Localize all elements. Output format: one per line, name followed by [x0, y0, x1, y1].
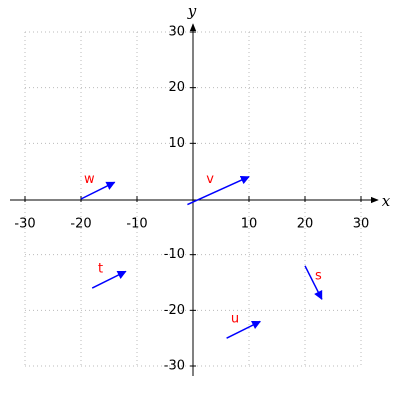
- vector-label: u: [231, 311, 239, 326]
- x-tick-label: -30: [14, 217, 35, 232]
- vector-label: w: [84, 172, 95, 187]
- vector: [304, 265, 323, 301]
- x-tick-label: -10: [126, 217, 147, 232]
- y-tick-label: 10: [168, 136, 185, 151]
- y-axis-label: y: [187, 2, 197, 20]
- vector: [91, 270, 127, 289]
- vector: [80, 181, 116, 200]
- y-tick-label: 30: [168, 25, 185, 40]
- vector: [187, 175, 250, 206]
- vector-label: v: [206, 172, 214, 187]
- x-tick-label: -20: [70, 217, 91, 232]
- x-axis-label: x: [382, 192, 391, 210]
- vector-label: t: [98, 261, 103, 276]
- vector: [226, 320, 262, 339]
- x-tick-label: 30: [353, 217, 370, 232]
- y-tick-label: -30: [164, 359, 185, 374]
- y-tick-label: -10: [164, 247, 185, 262]
- y-tick-label: -20: [164, 303, 185, 318]
- y-tick-label: 20: [168, 80, 185, 95]
- x-tick-label: 10: [241, 217, 258, 232]
- vector-label: s: [315, 269, 322, 284]
- x-tick-label: 20: [297, 217, 314, 232]
